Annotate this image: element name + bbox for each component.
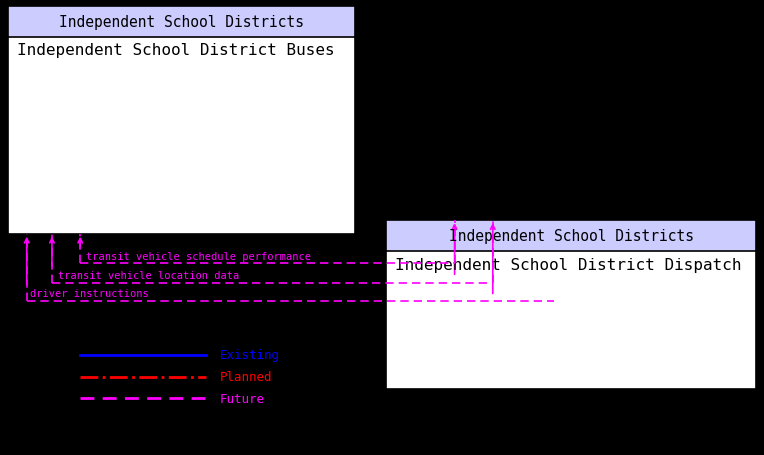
Text: transit vehicle location data: transit vehicle location data <box>58 270 239 280</box>
Bar <box>8 7 355 234</box>
Text: Future: Future <box>220 392 265 405</box>
Text: driver instructions: driver instructions <box>30 288 148 298</box>
Bar <box>386 221 756 252</box>
Bar <box>8 7 355 38</box>
Text: transit vehicle schedule performance: transit vehicle schedule performance <box>86 251 312 261</box>
Text: Independent School District Dispatch: Independent School District Dispatch <box>395 257 742 272</box>
Text: Independent School District Buses: Independent School District Buses <box>17 43 335 58</box>
Text: Planned: Planned <box>220 370 273 383</box>
Text: Independent School Districts: Independent School Districts <box>59 15 304 30</box>
Bar <box>386 221 756 389</box>
Text: Existing: Existing <box>220 349 280 361</box>
Text: Independent School Districts: Independent School Districts <box>448 229 694 243</box>
